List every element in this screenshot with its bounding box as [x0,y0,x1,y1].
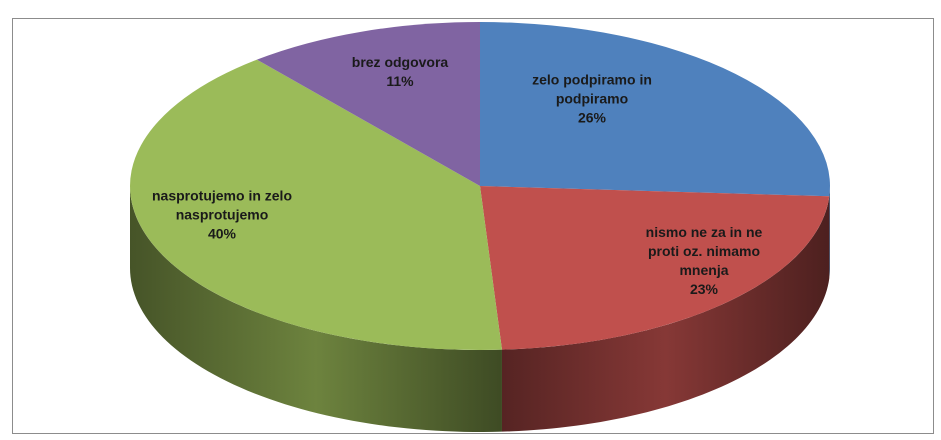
slice [480,22,830,197]
slice-side [829,186,830,279]
value-label: 11% [386,73,414,89]
slice-label: zelo podpiramo in podpiramo 26% [512,71,672,128]
slice-label: nasprotujemo in zelo nasprotujemo 40% [142,187,302,244]
category-label: zelo podpiramo in podpiramo [532,71,652,107]
slice-side [501,196,830,432]
slice [256,22,480,186]
category-label: brez odgovora [351,54,449,70]
slice [480,186,830,350]
slice [130,59,502,350]
slice-label: brez odgovora 11% [335,53,465,91]
chart-frame [12,18,934,434]
category-label: nasprotujemo in zelo nasprotujemo [151,187,292,223]
value-label: 40% [207,225,237,242]
value-label: 26% [577,109,607,126]
category-label: nismo ne za in ne proti oz. nimamo mnenj… [645,224,763,278]
value-label: 23% [689,281,719,297]
slice-label: nismo ne za in ne proti oz. nimamo mnenj… [637,223,772,299]
slice-side [130,186,502,432]
